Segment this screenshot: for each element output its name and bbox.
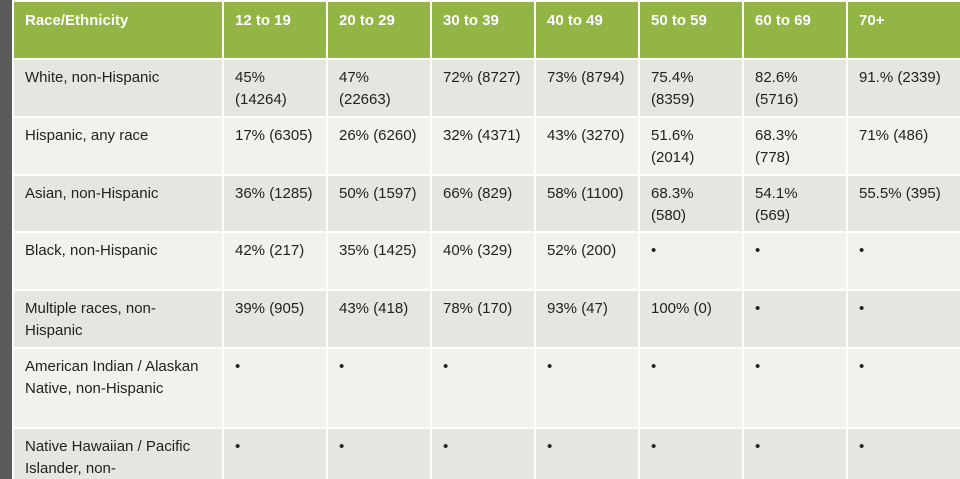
data-cell: 58% (1100): [534, 174, 640, 233]
header-cell: 40 to 49: [534, 0, 640, 60]
data-cell: 93% (47): [534, 289, 640, 349]
header-row: Race/Ethnicity 12 to 19 20 to 29 30 to 39 40…: [12, 0, 960, 60]
header-cell: 60 to 69: [742, 0, 848, 60]
table-row: Multiple races, non-Hispanic 39% (905) 43%…: [12, 289, 960, 349]
data-cell: •: [742, 347, 848, 429]
data-cell: •: [638, 427, 744, 479]
data-cell: •: [846, 231, 960, 291]
data-cell: 42% (217): [222, 231, 328, 291]
data-cell: 36% (1285): [222, 174, 328, 233]
data-cell: 82.6% (5716): [742, 58, 848, 118]
data-cell: 68.3% (778): [742, 116, 848, 176]
table-row: Black, non-Hispanic 42% (217) 35% (1425) 40…: [12, 231, 960, 291]
data-cell: •: [326, 427, 432, 479]
data-cell: 47% (22663): [326, 58, 432, 118]
header-cell: 50 to 59: [638, 0, 744, 60]
data-cell: 52% (200): [534, 231, 640, 291]
data-cell: 75.4% (8359): [638, 58, 744, 118]
row-label: Multiple races, non-Hispanic: [12, 289, 224, 349]
data-cell: 40% (329): [430, 231, 536, 291]
data-cell: 100% (0): [638, 289, 744, 349]
row-label: American Indian / Alaskan Native, non-Hi…: [12, 347, 224, 429]
data-cell: 51.6% (2014): [638, 116, 744, 176]
row-label: Native Hawaiian / Pacific Islander, non-: [12, 427, 224, 479]
data-cell: 71% (486): [846, 116, 960, 176]
data-cell: 43% (418): [326, 289, 432, 349]
data-cell: 55.5% (395): [846, 174, 960, 233]
data-cell: •: [430, 427, 536, 479]
data-cell: 17% (6305): [222, 116, 328, 176]
data-cell: 32% (4371): [430, 116, 536, 176]
data-cell: 91.% (2339): [846, 58, 960, 118]
table-row: White, non-Hispanic 45% (14264) 47% (22663…: [12, 58, 960, 118]
data-cell: •: [326, 347, 432, 429]
data-cell: •: [742, 231, 848, 291]
data-cell: 66% (829): [430, 174, 536, 233]
slide: Race/Ethnicity 12 to 19 20 to 29 30 to 39 40…: [12, 0, 960, 479]
data-cell: 45% (14264): [222, 58, 328, 118]
data-cell: 26% (6260): [326, 116, 432, 176]
data-cell: •: [534, 427, 640, 479]
table-row: Hispanic, any race 17% (6305) 26% (6260) 32…: [12, 116, 960, 176]
header-cell: 20 to 29: [326, 0, 432, 60]
header-cell: 30 to 39: [430, 0, 536, 60]
row-label: Hispanic, any race: [12, 116, 224, 176]
data-cell: 50% (1597): [326, 174, 432, 233]
data-cell: 35% (1425): [326, 231, 432, 291]
data-cell: •: [638, 347, 744, 429]
data-cell: •: [638, 231, 744, 291]
header-cell: 12 to 19: [222, 0, 328, 60]
header-cell: 70+: [846, 0, 960, 60]
data-cell: 68.3% (580): [638, 174, 744, 233]
row-label: Black, non-Hispanic: [12, 231, 224, 291]
data-cell: •: [846, 427, 960, 479]
data-cell: •: [742, 289, 848, 349]
data-table: Race/Ethnicity 12 to 19 20 to 29 30 to 39 40…: [12, 0, 960, 479]
data-cell: •: [846, 289, 960, 349]
data-cell: •: [742, 427, 848, 479]
row-label: Asian, non-Hispanic: [12, 174, 224, 233]
data-cell: 72% (8727): [430, 58, 536, 118]
data-cell: •: [846, 347, 960, 429]
data-cell: 78% (170): [430, 289, 536, 349]
data-cell: 43% (3270): [534, 116, 640, 176]
data-cell: •: [430, 347, 536, 429]
data-cell: 39% (905): [222, 289, 328, 349]
table-row: Native Hawaiian / Pacific Islander, non-…: [12, 427, 960, 479]
data-cell: •: [534, 347, 640, 429]
header-cell: Race/Ethnicity: [12, 0, 224, 60]
data-cell: •: [222, 427, 328, 479]
row-label: White, non-Hispanic: [12, 58, 224, 118]
table-row: Asian, non-Hispanic 36% (1285) 50% (1597) 6…: [12, 174, 960, 233]
table-row: American Indian / Alaskan Native, non-Hi…: [12, 347, 960, 429]
data-cell: •: [222, 347, 328, 429]
data-cell: 73% (8794): [534, 58, 640, 118]
data-cell: 54.1% (569): [742, 174, 848, 233]
